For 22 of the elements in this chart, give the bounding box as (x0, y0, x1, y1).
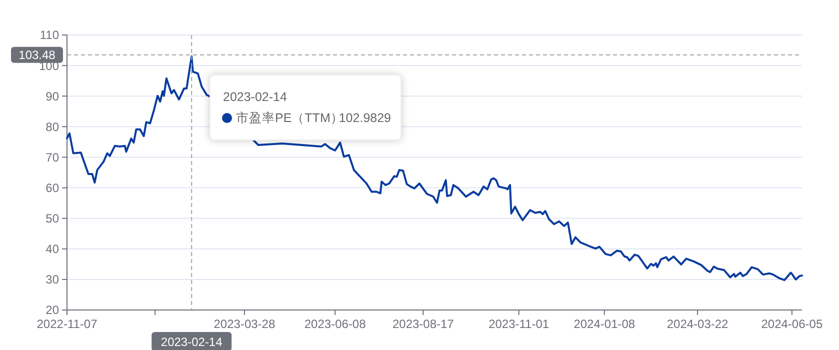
x-tick-label: 2023-03-28 (214, 317, 276, 331)
y-tick-label: 40 (46, 242, 60, 256)
text: 2023-02-14 (160, 335, 222, 350)
line-series (66, 55, 803, 282)
y-tick-label: 90 (46, 89, 60, 104)
x-tick-label: 2024-03-22 (666, 317, 729, 331)
x-tick-label: 2023-11-01 (488, 317, 550, 331)
y-tick-label: 50 (46, 212, 60, 226)
ref-line-label: 103.48 (18, 48, 56, 62)
y-tick-label: 20 (46, 303, 60, 318)
x-tick-label: 2022-11-07 (36, 317, 98, 331)
ref-line-label: 2023-02-14 (223, 90, 287, 104)
x-tick-label: 2024-01-08 (574, 317, 636, 331)
y-tick-label: 30 (46, 272, 60, 287)
annotation: 102.9829 (338, 111, 392, 125)
y-tick-label: 110 (40, 28, 60, 42)
x-tick-label: 2024-06-05 (761, 317, 823, 331)
y-tick-label: 70 (46, 150, 60, 164)
x-tick-label: 2023-06-08 (304, 317, 366, 331)
y-tick-label: 80 (46, 120, 60, 134)
y-tick-label: 60 (46, 180, 60, 195)
x-tick-label: 2023-08-17 (392, 317, 454, 331)
